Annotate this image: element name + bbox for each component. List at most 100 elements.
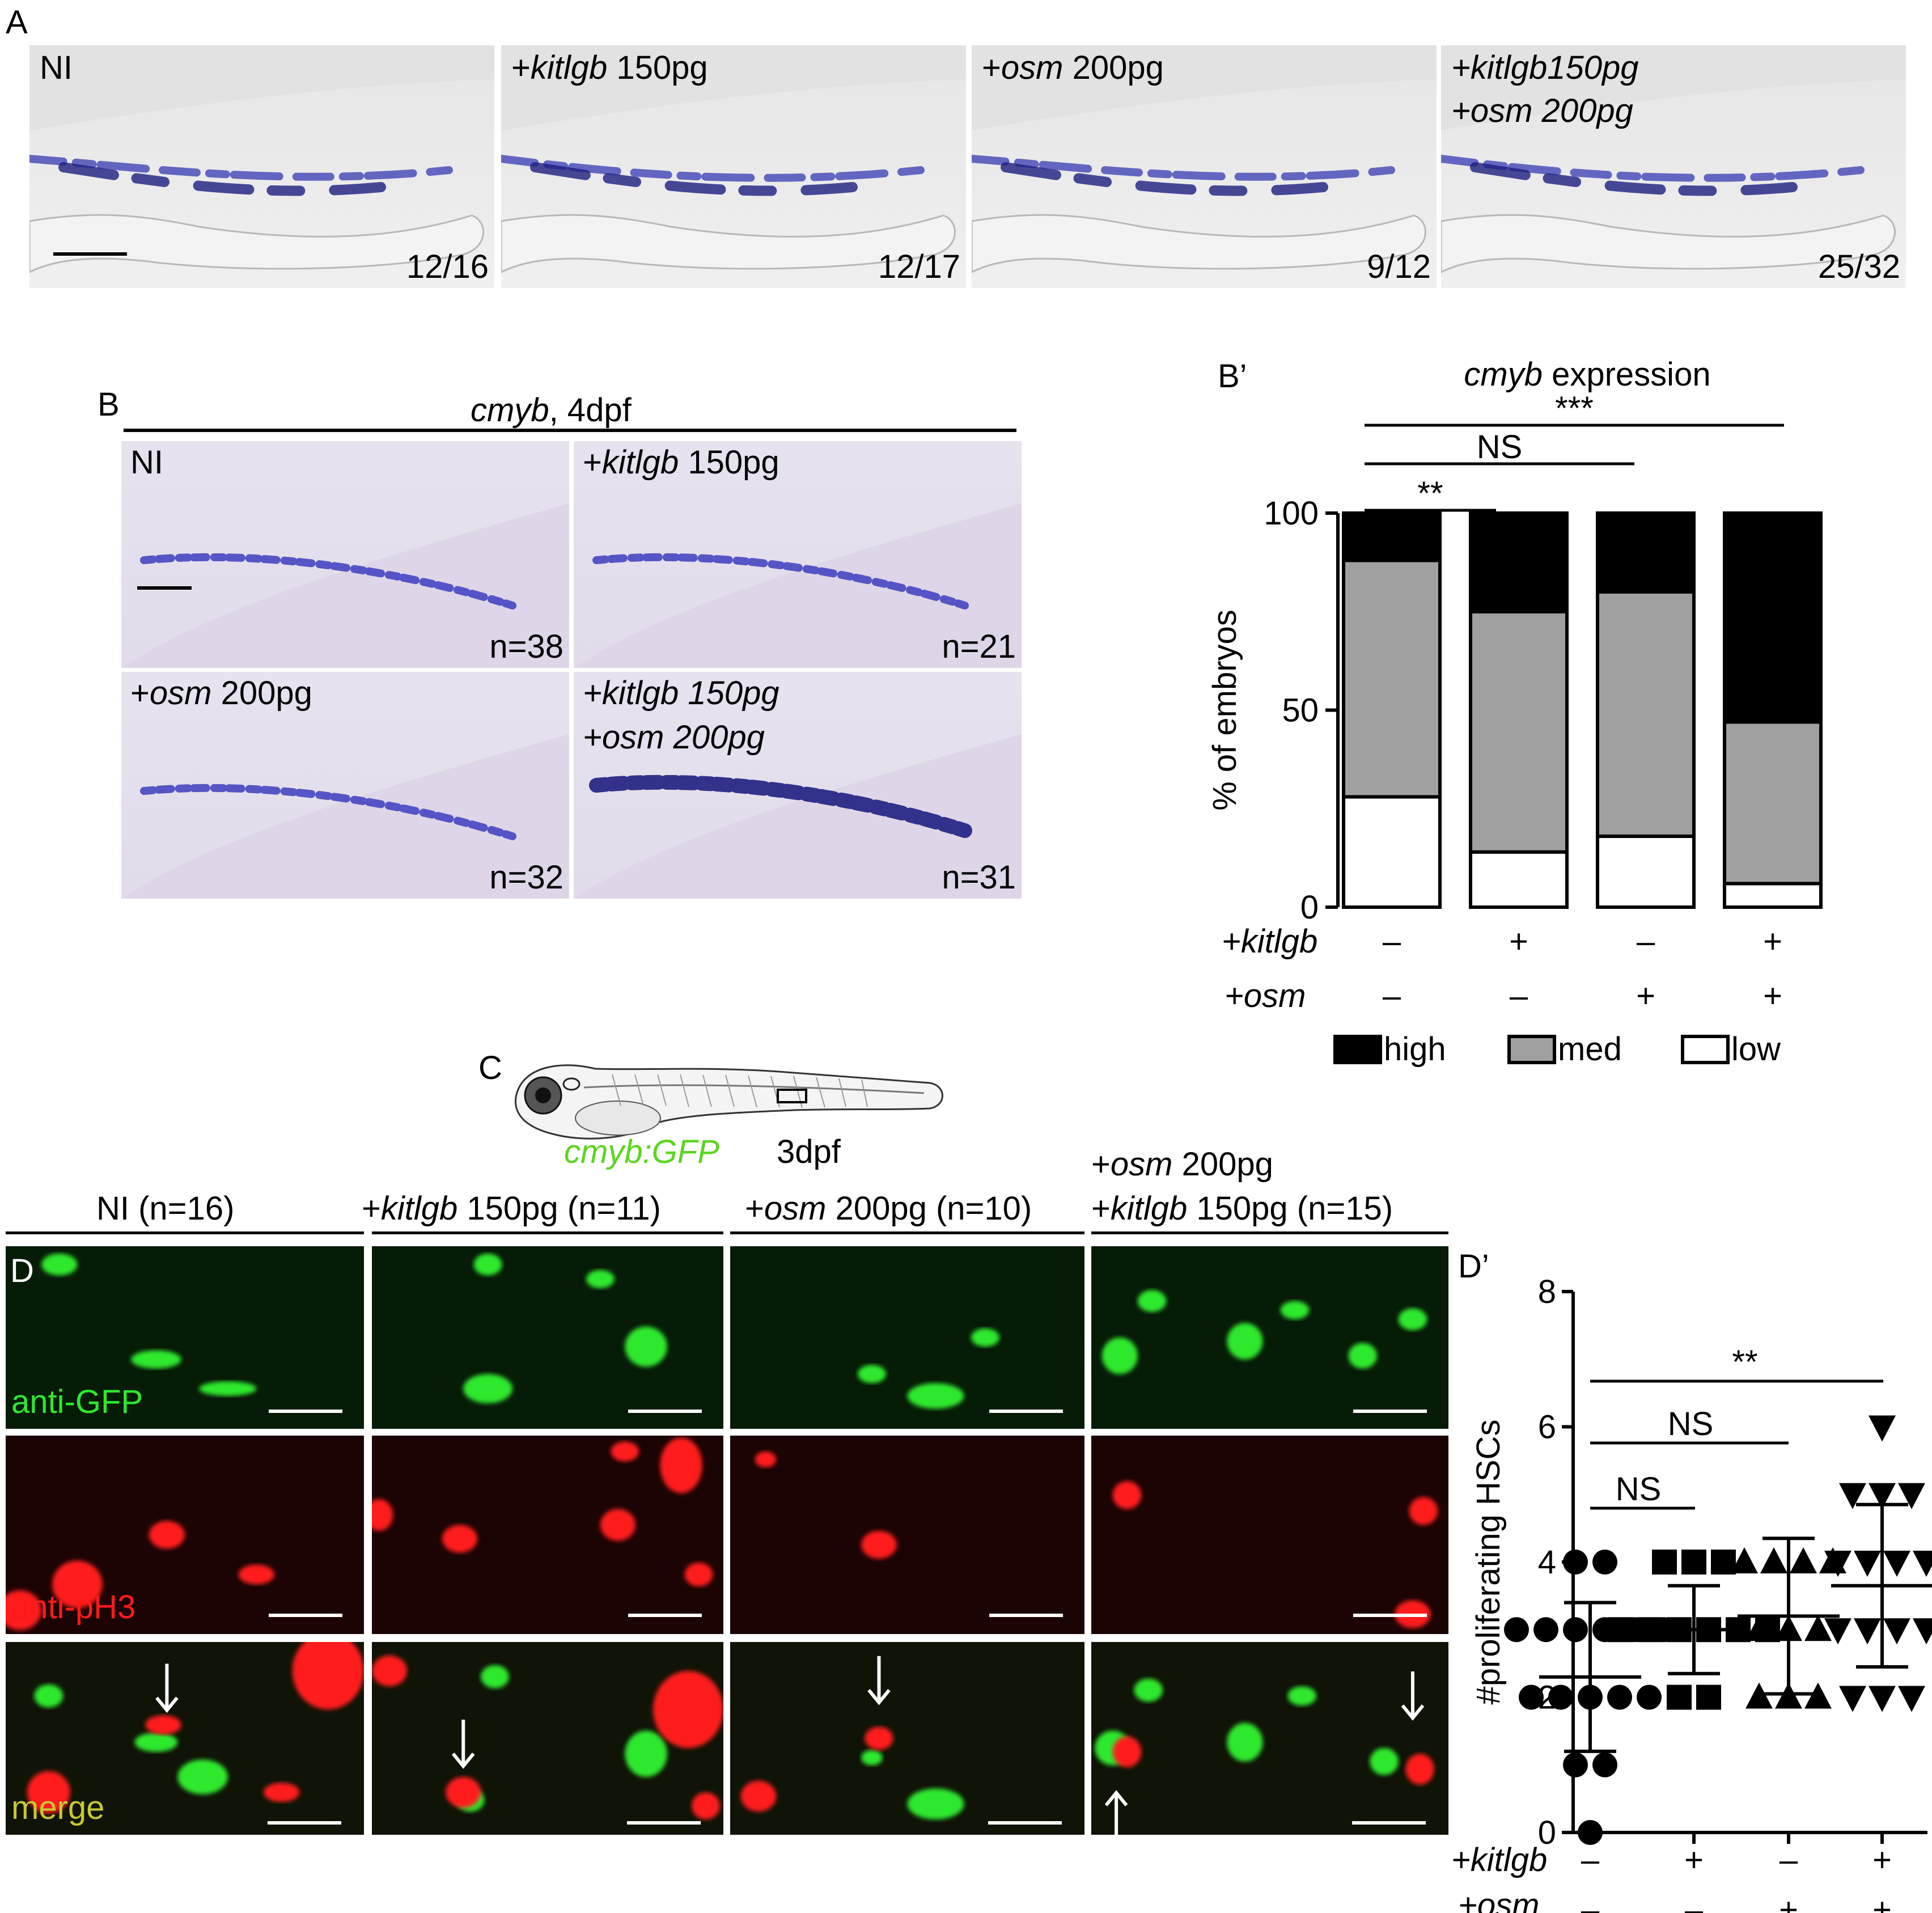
panel-d-image-cells [858, 1328, 999, 1409]
chart-b-bar-low-3 [1596, 834, 1696, 909]
chart-b-significance-label: *** [1555, 390, 1594, 427]
panel-a-label-4: +kitlgb150pg [1451, 49, 1639, 87]
panel-d-scale-bar [989, 1410, 1063, 1413]
panel-d-scale-bar [628, 1410, 702, 1413]
panel-b-label-pre: + [583, 444, 602, 481]
panel-a-label-pre: + [511, 49, 531, 86]
cell-blob [600, 1509, 635, 1541]
chart-d-point [1504, 1617, 1529, 1643]
panel-b-count-2: n=21 [942, 628, 1016, 665]
chart-d-row-value: + [1872, 1891, 1892, 1913]
chart-b-title: cmyb expression [1464, 356, 1710, 393]
chart-b-significance-label: ** [1417, 475, 1443, 512]
cell-blob [1101, 1338, 1138, 1374]
arrow-down-icon [1401, 1671, 1425, 1721]
cell-blob [1287, 1686, 1316, 1706]
chart-b-significance-label: NS [1477, 429, 1523, 465]
cell-blob [1370, 1748, 1399, 1775]
chart-d-point [1711, 1550, 1736, 1575]
cell-blob [692, 1792, 720, 1819]
chart-b-legend-label-med: med [1558, 1031, 1622, 1068]
panel-a-image-1: NI 12/16 [29, 45, 494, 288]
cell-blob [134, 1732, 178, 1752]
cell-blob [149, 1521, 185, 1549]
cell-blob [625, 1730, 667, 1777]
panel-b-count-4: n=31 [942, 859, 1016, 896]
larva-region-box [777, 1089, 807, 1103]
panel-d-image-cells [6, 1521, 274, 1630]
panel-b-trunk [574, 503, 1022, 668]
panel-d-header-post: 150pg (n=11) [457, 1190, 661, 1227]
panel-d-image-cells [41, 1253, 257, 1396]
chart-d-point [1563, 1752, 1588, 1777]
panel-a-background-region [972, 45, 1437, 130]
panel-d-header-gene: kitlgb [380, 1190, 458, 1227]
panel-a-label-gene: kitlgb [530, 49, 608, 86]
cell-blob [971, 1328, 999, 1347]
chart-b-bar-med-4 [1723, 720, 1823, 886]
chart-b-y-tick-label: 0 [1300, 889, 1319, 926]
chart-b-bar-med-3 [1596, 590, 1696, 838]
panel-a-yolk-extension [501, 214, 956, 273]
chart-d-row-value: – [1780, 1842, 1798, 1878]
panel-d-image-cells [372, 1437, 713, 1586]
panel-b-label-gene: osm [149, 675, 212, 712]
chart-b-row-value: + [1763, 977, 1782, 1014]
panel-d-image-cells [755, 1451, 897, 1559]
chart-b-row-value: + [1763, 923, 1782, 960]
panel-b-label-dose: 200pg [211, 675, 312, 712]
cell-blob [1227, 1323, 1263, 1360]
panel-d-header-line [730, 1231, 1084, 1234]
panel-b-label-2: +kitlgb 150pg [583, 443, 779, 481]
panel-b-image-2: +kitlgb 150pg n=21 [574, 441, 1022, 668]
chart-b-legend-swatch-high [1333, 1035, 1382, 1064]
cell-blob [1280, 1301, 1310, 1319]
panel-a-count-4: 25/32 [1817, 248, 1900, 285]
chart-b-row-label: +kitlgb [1222, 923, 1317, 960]
arrow-down-icon [451, 1720, 475, 1769]
cell-blob [6, 1590, 42, 1630]
cell-blob [1398, 1308, 1427, 1331]
cell-blob [1405, 1754, 1434, 1785]
chart-b-title-gene: cmyb [1464, 356, 1543, 393]
panel-d-header-line [1091, 1231, 1448, 1234]
panel-d-scale-bar [1352, 1821, 1426, 1825]
panel-d-scale-bar [1353, 1614, 1427, 1617]
chart-b-legend-swatch-med [1507, 1035, 1556, 1064]
chart-d-point [1824, 1618, 1852, 1645]
cell-blob [238, 1564, 274, 1585]
cell-blob [145, 1715, 181, 1735]
panel-b-scale-bar [137, 586, 192, 590]
panel-b-header: cmyb, 4dpf [471, 391, 632, 429]
chart-b-row-value: + [1509, 923, 1528, 960]
chart-b-row-label: +osm [1225, 977, 1306, 1014]
chart-b-bar-med-2 [1469, 610, 1569, 854]
panel-d-image-cells [1095, 1671, 1434, 1835]
panel-d-image-r1-c4 [1091, 1246, 1448, 1429]
chart-d-point [1898, 1483, 1925, 1509]
panel-d-header-pre: + [362, 1190, 381, 1227]
cell-blob [442, 1525, 477, 1553]
cell-blob [1112, 1736, 1142, 1767]
panel-a-staining-dense [1470, 162, 1798, 196]
cell-blob [446, 1777, 481, 1808]
panel-a-label-gene: +kitlgb150pg [1451, 49, 1639, 86]
chart-b-y-label: % of embryos [1206, 610, 1243, 811]
panel-a-fish [29, 45, 494, 273]
panel-b-count-1: n=38 [489, 628, 564, 665]
panel-d-header-pre: + [1091, 1190, 1111, 1227]
chart-b-row-value: – [1510, 977, 1528, 1014]
chart-b-row-value: – [1383, 923, 1401, 960]
chart-d-point [1883, 1551, 1910, 1577]
panel-d-image-cells [1101, 1290, 1427, 1374]
cell-blob [684, 1563, 713, 1586]
panel-a-label-line2: +osm 200pg [1451, 92, 1633, 129]
panel-b-fish [574, 734, 1022, 899]
cell-blob [199, 1381, 257, 1396]
panel-b-staining [589, 774, 972, 838]
panel-d-row-label-3: merge [11, 1789, 105, 1826]
panel-c-stage-label: 3dpf [777, 1133, 841, 1170]
panel-a-count-3: 9/12 [1367, 248, 1431, 285]
panel-b-trunk [574, 734, 1022, 899]
cell-blob [861, 1531, 897, 1559]
